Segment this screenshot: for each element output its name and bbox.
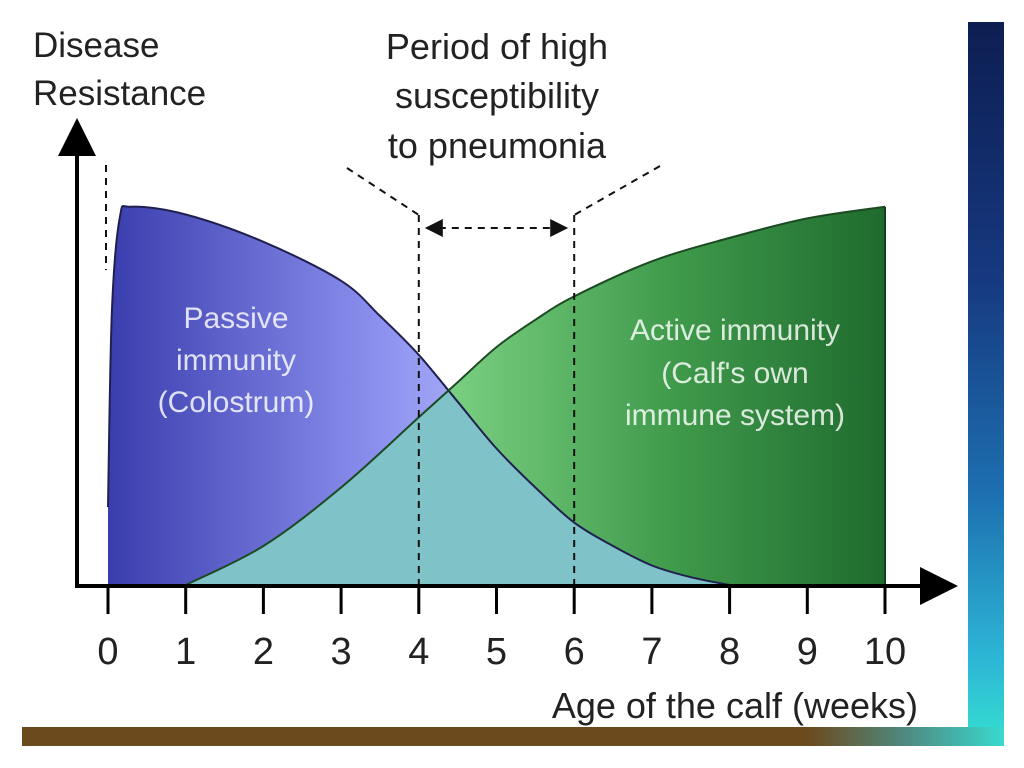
annotation-leader-right	[573, 165, 661, 216]
x-tick-label: 2	[253, 631, 274, 673]
x-tick-label: 3	[331, 631, 352, 673]
x-tick-label: 8	[719, 631, 740, 673]
tick-layer: 0 1 2 3 4 5 6 7 8 9 10	[97, 588, 906, 673]
slide-bottom-bar	[22, 727, 1004, 746]
susceptibility-annotation-line-3: to pneumonia	[388, 125, 607, 166]
passive-immunity-area	[108, 206, 730, 586]
x-tick-label: 6	[564, 631, 585, 673]
x-tick-label: 1	[175, 631, 196, 673]
annotation-leader-left	[346, 167, 420, 216]
susceptibility-annotation-line-1: Period of high	[386, 26, 608, 67]
slide-side-bar	[968, 22, 1004, 746]
x-tick-label: 10	[864, 631, 906, 673]
x-axis-arrow	[920, 567, 958, 605]
guide-layer	[105, 165, 661, 585]
period-arrow-left-head	[424, 219, 443, 237]
passive-label-line-2: immunity	[176, 344, 296, 377]
x-tick-label: 5	[486, 631, 507, 673]
passive-immunity-line	[107, 205, 730, 586]
active-label-line-3: immune system)	[625, 399, 845, 432]
passive-label-line-3: (Colostrum)	[158, 386, 315, 419]
y-axis-label-line-2: Resistance	[33, 74, 206, 113]
y-axis-arrow	[58, 118, 96, 156]
x-tick-label: 7	[641, 631, 662, 673]
y-axis-label-line-1: Disease	[33, 26, 159, 65]
period-arrow-right-head	[550, 219, 569, 237]
area-layer	[107, 205, 886, 586]
active-label-line-2: (Calf's own	[661, 357, 808, 390]
text-layer: Disease Resistance Age of the calf (week…	[33, 26, 918, 726]
x-tick-label: 0	[97, 631, 118, 673]
susceptibility-annotation-line-2: susceptibility	[395, 75, 599, 116]
active-label-line-1: Active immunity	[630, 314, 840, 347]
x-axis-label: Age of the calf (weeks)	[552, 685, 918, 726]
x-tick-label: 4	[408, 631, 429, 673]
x-tick-label: 9	[797, 631, 818, 673]
active-immunity-line	[185, 205, 886, 586]
passive-label-line-1: Passive	[183, 302, 288, 335]
axis-layer	[58, 118, 958, 605]
